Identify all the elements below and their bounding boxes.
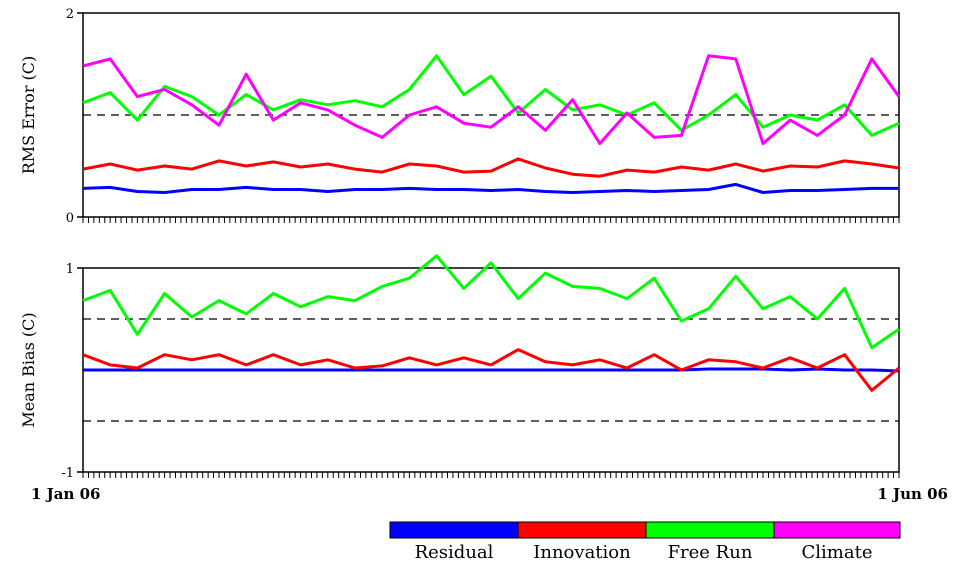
bias-series-free-run xyxy=(82,254,900,350)
rms-y-axis-label: RMS Error (C) xyxy=(19,56,38,175)
rms-ytick-bottom: 0 xyxy=(66,211,74,226)
legend: Residual Innovation Free Run Climate xyxy=(389,521,901,563)
mean-bias-panel: 1 -1 Mean Bias (C) xyxy=(19,254,900,481)
bias-ytick-bottom: -1 xyxy=(61,466,74,481)
rms-series-residual xyxy=(82,182,899,194)
rms-error-panel: 2 0 RMS Error (C) xyxy=(19,7,901,226)
legend-swatch-residual xyxy=(389,521,519,539)
legend-label-residual: Residual xyxy=(415,542,494,563)
bias-series-innovation xyxy=(82,348,900,392)
legend-swatch-innovation xyxy=(517,521,647,539)
bias-y-axis-label: Mean Bias (C) xyxy=(19,312,38,427)
legend-swatch-free-run xyxy=(645,521,775,539)
bias-series-group xyxy=(82,254,900,392)
rms-ytick-top: 2 xyxy=(66,7,74,22)
legend-label-innovation: Innovation xyxy=(533,542,631,563)
rms-series-group xyxy=(82,54,901,194)
rms-series-climate xyxy=(82,54,901,146)
rms-x-ticks xyxy=(77,12,900,223)
bias-series-residual xyxy=(83,367,900,373)
rms-series-free-run xyxy=(82,54,900,137)
legend-label-free-run: Free Run xyxy=(668,542,753,563)
x-end-date-label: 1 Jun 06 xyxy=(877,485,948,503)
bias-x-ticks xyxy=(77,267,900,478)
x-start-date-label: 1 Jan 06 xyxy=(31,485,100,503)
legend-label-climate: Climate xyxy=(802,542,873,563)
legend-swatch-climate xyxy=(773,521,901,539)
bias-ytick-top: 1 xyxy=(66,262,74,277)
rms-series-innovation xyxy=(82,157,900,178)
bias-reference-lines xyxy=(83,318,899,422)
